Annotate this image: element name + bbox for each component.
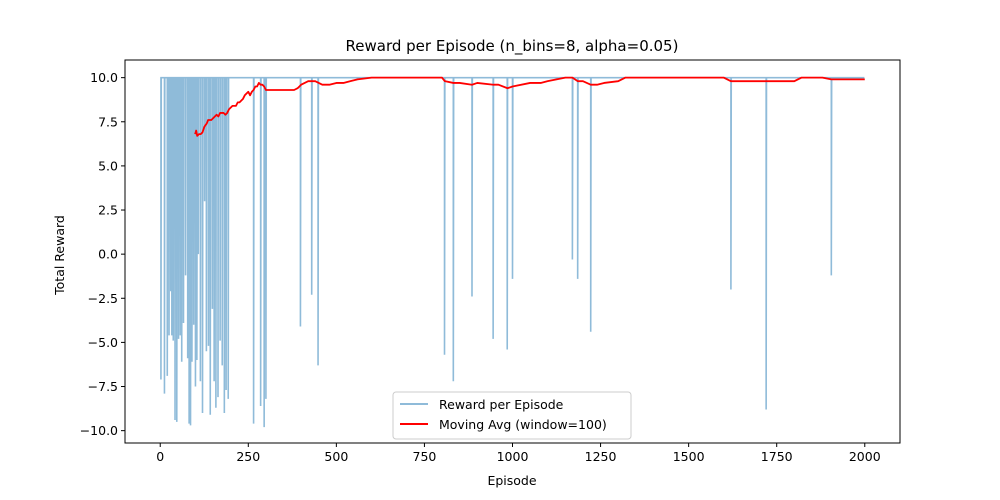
- legend: Reward per Episode Moving Avg (window=10…: [392, 391, 632, 440]
- legend-box: [392, 391, 632, 440]
- y-tick-label: −10.0: [80, 423, 118, 438]
- y-tick-label: 5.0: [98, 158, 118, 173]
- x-tick-label: 250: [236, 449, 260, 464]
- y-tick-label: 7.5: [98, 114, 118, 129]
- y-tick-label: −7.5: [88, 379, 118, 394]
- legend-label-moving-avg: Moving Avg (window=100): [439, 417, 607, 432]
- axes: 0 250 500 750 1000 1250 1500 1750 2000 −10.0 −7.5 −…: [80, 59, 901, 464]
- x-tick-label: 2000: [849, 449, 881, 464]
- series-moving-average: [194, 76, 865, 137]
- y-tick-label: 10.0: [90, 70, 118, 85]
- plot-area: [160, 76, 865, 428]
- x-tick-label: 500: [324, 449, 348, 464]
- x-tick-label: 1500: [673, 449, 705, 464]
- y-tick-label: 2.5: [98, 203, 118, 218]
- y-axis-label: Total Reward: [52, 215, 67, 296]
- y-tick-label: −5.0: [88, 335, 118, 350]
- series-reward-per-episode: [160, 76, 865, 428]
- x-tick-label: 1250: [585, 449, 617, 464]
- x-tick-label: 1000: [497, 449, 529, 464]
- x-axis-label: Episode: [487, 473, 536, 488]
- x-tick-label: 750: [413, 449, 437, 464]
- x-tick-label: 0: [156, 449, 164, 464]
- y-tick-label: −2.5: [88, 291, 118, 306]
- legend-label-reward: Reward per Episode: [439, 397, 564, 412]
- y-tick-label: 0.0: [98, 247, 118, 262]
- chart-title: Reward per Episode (n_bins=8, alpha=0.05…: [346, 37, 679, 56]
- x-tick-label: 1750: [761, 449, 793, 464]
